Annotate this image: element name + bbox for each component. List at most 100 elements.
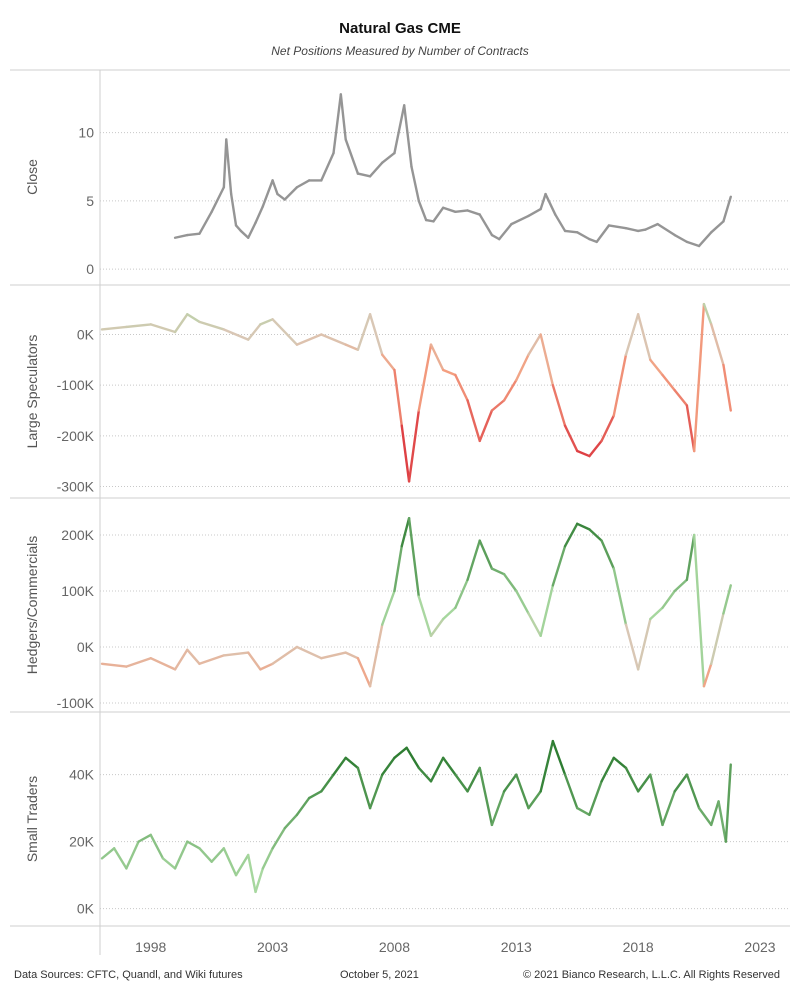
series-segment: [417, 595, 433, 637]
panel-hedgers-commercials: 200K 100K 0K -100K Hedgers/Commercials: [24, 517, 790, 711]
series-segment: [368, 161, 384, 178]
series-segment: [173, 233, 189, 239]
y-tick-label: 5: [86, 193, 94, 209]
series-segment: [600, 756, 615, 783]
y-tick-label: -100K: [57, 377, 95, 393]
series-segment: [515, 353, 530, 382]
series-segment: [320, 651, 347, 660]
series-segment: [502, 378, 518, 402]
y-tick-label: 20K: [69, 834, 95, 850]
series-segment: [381, 353, 396, 372]
series-segment: [295, 333, 323, 346]
series-segment: [402, 104, 413, 168]
series-segment: [368, 623, 384, 688]
x-tick-label: 2013: [501, 939, 532, 955]
y-axis-label: Large Speculators: [24, 335, 40, 449]
series-segment: [429, 343, 445, 372]
series-segment: [607, 224, 628, 230]
series-segment: [685, 240, 701, 248]
series-segment: [381, 756, 396, 776]
series-segment: [186, 313, 201, 324]
series-segment: [100, 325, 128, 331]
series-segment: [454, 773, 469, 793]
series-segment: [554, 213, 567, 233]
series-segment: [186, 840, 201, 850]
series-segment: [478, 539, 494, 570]
series-segment: [400, 424, 411, 483]
y-tick-label: -300K: [57, 478, 95, 494]
series-segment: [600, 539, 615, 570]
series-segment: [588, 237, 598, 244]
series-segment: [685, 404, 696, 453]
panel-large-speculators: 0K -100K -200K -300K Large Speculators: [24, 302, 790, 494]
chart-subtitle: Net Positions Measured by Number of Cont…: [271, 44, 529, 58]
series-segment: [563, 773, 579, 810]
x-tick-label: 1998: [135, 939, 166, 955]
series-segment: [510, 214, 530, 226]
y-tick-label: 0K: [77, 327, 95, 343]
series-segment: [466, 539, 481, 581]
series-segment: [222, 847, 238, 877]
series-segment: [332, 93, 343, 155]
series-segment: [490, 233, 501, 241]
series-segment: [527, 333, 542, 356]
series-segment: [502, 573, 518, 593]
series-segment: [356, 172, 372, 178]
series-segment: [161, 857, 177, 870]
series-segment: [356, 657, 372, 688]
series-segment: [254, 205, 265, 224]
series-segment: [417, 343, 433, 412]
series-segment: [478, 409, 494, 443]
series-segment: [429, 756, 445, 783]
series-segment: [636, 773, 652, 793]
series-segment: [234, 853, 250, 877]
series-segment: [344, 756, 360, 770]
series-segment: [612, 353, 628, 417]
series-segment: [539, 584, 555, 637]
series-segment: [702, 662, 713, 688]
series-segment: [441, 606, 457, 621]
series-segment: [551, 739, 567, 776]
y-tick-label: 0: [86, 261, 94, 277]
series-segment: [710, 612, 725, 665]
series-segment: [247, 853, 257, 894]
y-axis-label: Hedgers/Commercials: [24, 536, 40, 674]
y-tick-label: -200K: [57, 428, 95, 444]
series-segment: [261, 847, 274, 870]
series-segment: [198, 210, 213, 235]
series-segment: [588, 439, 603, 458]
series-segment: [400, 517, 411, 548]
series-segment: [544, 192, 557, 216]
series-segment: [295, 179, 311, 189]
series-segment: [515, 589, 530, 615]
series-segment: [149, 833, 165, 860]
series-segment: [454, 578, 469, 609]
series-segment: [595, 224, 611, 244]
chart-title: Natural Gas CME: [339, 20, 461, 37]
series-segment: [478, 766, 494, 827]
series-segment: [271, 645, 299, 665]
footer-date: October 5, 2021: [340, 969, 419, 981]
series-segment: [636, 228, 647, 233]
x-tick-label: 2003: [257, 939, 288, 955]
series-segment: [239, 229, 250, 239]
series-segment: [649, 358, 664, 377]
series-segment: [295, 645, 323, 660]
series-segment: [210, 186, 226, 214]
series-segment: [515, 773, 530, 810]
series-segment: [356, 766, 372, 810]
footer-sources: Data Sources: CFTC, Quandl, and Wiki fut…: [14, 969, 243, 981]
panels: 0 5 10 Close 0K -100K -200K -300K Large Speculat…: [24, 93, 790, 917]
series-segment: [234, 224, 243, 233]
series-segment: [693, 302, 706, 453]
series-segment: [247, 651, 262, 671]
series-segment: [624, 313, 640, 356]
series-segment: [612, 756, 628, 770]
y-tick-label: 100K: [61, 583, 94, 599]
series-segment: [563, 229, 579, 234]
series-segment: [320, 151, 335, 182]
series-segment: [339, 93, 347, 141]
series-segment: [466, 209, 481, 216]
series-segment: [551, 383, 567, 427]
x-tick-label: 2008: [379, 939, 410, 955]
